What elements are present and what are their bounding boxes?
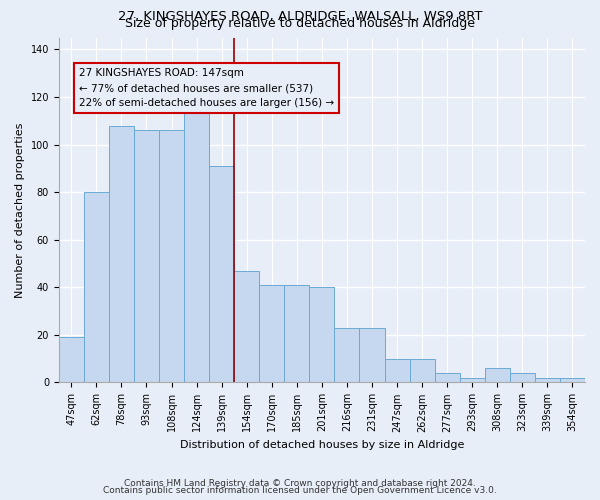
Bar <box>310 288 334 382</box>
X-axis label: Distribution of detached houses by size in Aldridge: Distribution of detached houses by size … <box>180 440 464 450</box>
Bar <box>359 328 385 382</box>
Bar <box>510 373 535 382</box>
Bar <box>560 378 585 382</box>
Text: Size of property relative to detached houses in Aldridge: Size of property relative to detached ho… <box>125 18 475 30</box>
Bar <box>259 285 284 382</box>
Bar <box>209 166 234 382</box>
Text: Contains public sector information licensed under the Open Government Licence v3: Contains public sector information licen… <box>103 486 497 495</box>
Bar <box>410 358 434 382</box>
Bar <box>385 358 410 382</box>
Text: 27, KINGSHAYES ROAD, ALDRIDGE, WALSALL, WS9 8RT: 27, KINGSHAYES ROAD, ALDRIDGE, WALSALL, … <box>118 10 482 23</box>
Bar <box>234 270 259 382</box>
Bar <box>184 111 209 382</box>
Y-axis label: Number of detached properties: Number of detached properties <box>15 122 25 298</box>
Bar <box>485 368 510 382</box>
Bar <box>109 126 134 382</box>
Bar <box>159 130 184 382</box>
Bar <box>434 373 460 382</box>
Bar <box>334 328 359 382</box>
Bar <box>460 378 485 382</box>
Text: Contains HM Land Registry data © Crown copyright and database right 2024.: Contains HM Land Registry data © Crown c… <box>124 478 476 488</box>
Bar <box>59 337 84 382</box>
Bar <box>535 378 560 382</box>
Text: 27 KINGSHAYES ROAD: 147sqm
← 77% of detached houses are smaller (537)
22% of sem: 27 KINGSHAYES ROAD: 147sqm ← 77% of deta… <box>79 68 334 108</box>
Bar <box>284 285 310 382</box>
Bar <box>134 130 159 382</box>
Bar <box>84 192 109 382</box>
